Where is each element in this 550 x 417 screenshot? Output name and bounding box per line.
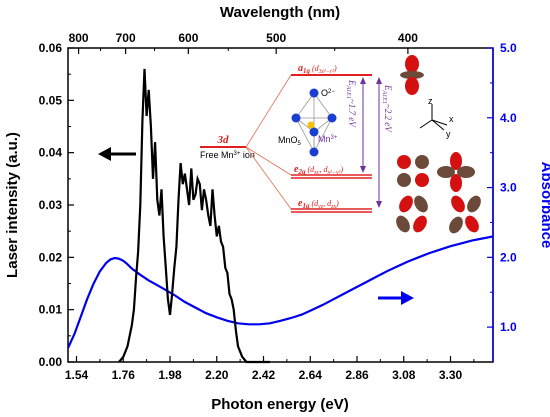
y-left-tick-label: 0.06 xyxy=(39,41,63,55)
orbital-dx2y2 xyxy=(437,152,475,192)
x-tick-label: 2.64 xyxy=(299,368,323,382)
energy-level-inset: 3d Free Mn3+ ion a1g (d3z²−r²) e2g (dxy, d… xyxy=(200,55,481,234)
axis-z-label: z xyxy=(428,96,433,106)
y-left-tick-label: 0.05 xyxy=(39,93,63,107)
axis-x-label: x xyxy=(449,114,454,124)
gap-arrow-e1g xyxy=(376,77,382,208)
top-axis-title: Wavelength (nm) xyxy=(220,4,340,21)
orbital-dxy xyxy=(397,155,429,187)
gap-arrow-e2g xyxy=(360,77,366,173)
orbital-dz2 xyxy=(400,55,424,95)
axis-y-label: y xyxy=(446,129,451,139)
y-left-tick-label: 0.04 xyxy=(39,146,63,160)
axis-ticks: 1.54 1.76 1.98 2.20 2.42 2.64 2.86 3.08 3.30 0.00… xyxy=(39,31,517,382)
top-tick-label: 400 xyxy=(398,31,418,45)
connector-e1g xyxy=(245,146,292,210)
mno5-label: MnO5 xyxy=(278,135,302,147)
axis-triad xyxy=(419,104,448,131)
level-3d-label: 3d xyxy=(217,134,230,146)
y-left-tick-label: 0.00 xyxy=(39,355,63,369)
y-right-tick-label: 2.0 xyxy=(500,250,517,264)
series-line-laser xyxy=(118,68,270,364)
mno5-structure: O2− Mn3+ MnO5 xyxy=(278,88,338,157)
level-a1g-label: a1g (d3z²−r²) xyxy=(298,63,337,75)
x-tick-label: 2.86 xyxy=(345,368,369,382)
x-axis-title: Photon energy (eV) xyxy=(211,396,349,413)
y-axis-left-title: Laser intensity (a.u.) xyxy=(4,132,21,278)
left-axis-arrow xyxy=(98,147,136,161)
oxygen-atom-top xyxy=(309,88,319,98)
oxygen-atom-front xyxy=(309,127,319,137)
x-tick-label: 3.30 xyxy=(439,368,463,382)
x-tick-label: 1.98 xyxy=(158,368,182,382)
top-tick-label: 800 xyxy=(69,31,89,45)
x-tick-label: 1.76 xyxy=(112,368,136,382)
y-left-tick-label: 0.01 xyxy=(39,303,63,317)
manganese-atom xyxy=(307,121,315,129)
series-line-absorbance xyxy=(67,235,494,349)
orbital-dyz xyxy=(396,195,428,233)
oxygen-atom-bottom xyxy=(309,147,319,157)
connector-e2g xyxy=(245,146,292,176)
orbital-dzx xyxy=(449,195,481,234)
y-axis-right-title: Absorbance xyxy=(538,162,550,249)
manganese-label: Mn3+ xyxy=(318,134,338,144)
oxygen-atom-left xyxy=(291,113,301,123)
gap-label-1: EA1E1~1.7 eV xyxy=(345,79,357,128)
oxygen-atom-right xyxy=(327,113,337,123)
oxygen-label: O2− xyxy=(321,88,335,98)
level-e1g-label: e1g (dyz, dzx) xyxy=(298,198,339,210)
y-left-tick-label: 0.03 xyxy=(39,198,63,212)
gap-label-2: EA1E1~2.2 eV xyxy=(381,84,393,133)
x-tick-label: 2.20 xyxy=(205,368,229,382)
y-left-tick-label: 0.02 xyxy=(39,250,63,264)
y-right-tick-label: 3.0 xyxy=(500,181,517,195)
y-right-tick-label: 5.0 xyxy=(500,41,517,55)
x-tick-label: 2.42 xyxy=(252,368,276,382)
y-right-tick-label: 4.0 xyxy=(500,111,517,125)
top-tick-label: 700 xyxy=(116,31,136,45)
top-tick-label: 600 xyxy=(178,31,198,45)
top-tick-label: 500 xyxy=(266,31,286,45)
right-axis-arrow xyxy=(378,291,414,305)
level-e2g-label: e2g (dxy, dx²−y²) xyxy=(294,164,343,176)
connector-a1g xyxy=(245,74,292,148)
y-right-tick-label: 1.0 xyxy=(500,320,517,334)
free-ion-label: Free Mn3+ ion xyxy=(200,150,255,160)
x-tick-label: 1.54 xyxy=(65,368,89,382)
x-tick-label: 3.08 xyxy=(392,368,416,382)
